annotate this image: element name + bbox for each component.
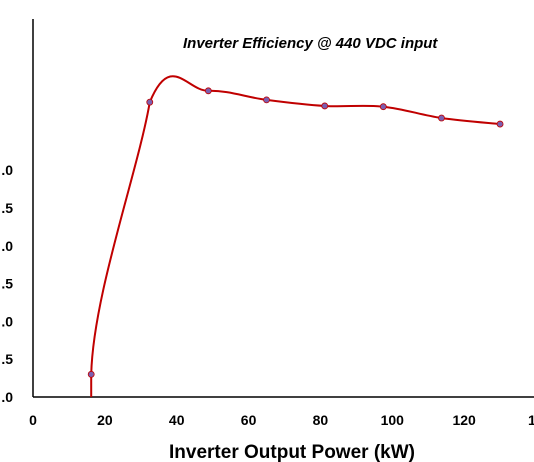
x-tick-label: 40 [169,412,185,428]
y-tick-label: .5 [1,200,13,216]
y-tick-label: .0 [1,313,13,329]
data-point-marker [263,96,270,104]
x-tick-label: 60 [241,412,257,428]
y-tick-labels: .0 .5 .0 .5 .0 .5 .0 [1,162,13,405]
y-tick-label: .0 [1,162,13,178]
chart-title: Inverter Efficiency @ 440 VDC input [183,35,438,52]
x-tick-label: 120 [452,412,476,428]
y-tick-label: .0 [1,389,13,405]
efficiency-series-line [90,75,501,397]
data-point-marker [321,102,329,110]
y-tick-label: .5 [1,276,13,292]
series-markers [87,87,504,378]
x-tick-label: 100 [381,412,405,428]
data-point-marker [438,114,445,122]
x-axis-label: Inverter Output Power (kW) [169,442,415,462]
data-point-marker [379,103,387,111]
data-point-marker [146,98,154,106]
data-point-marker [496,120,504,128]
y-tick-label: .5 [1,351,13,367]
data-point-marker [204,87,212,95]
x-tick-label: 1 [528,412,534,428]
x-tick-label: 0 [29,412,37,428]
x-tick-label: 80 [313,412,329,428]
y-tick-label: .0 [1,238,13,254]
x-tick-labels: 0 20 40 60 80 100 120 1 [29,412,534,428]
data-point-marker [87,370,95,378]
x-tick-label: 20 [97,412,113,428]
